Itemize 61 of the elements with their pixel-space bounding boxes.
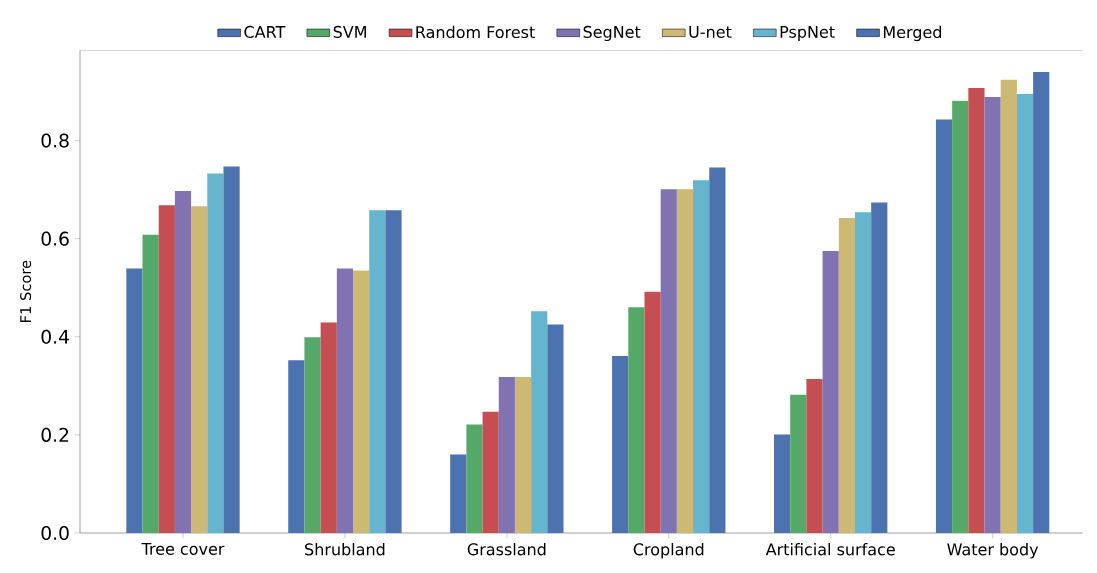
bar bbox=[385, 210, 402, 533]
bar bbox=[547, 324, 564, 533]
bar bbox=[968, 88, 985, 533]
bar bbox=[482, 411, 499, 533]
bar bbox=[531, 311, 548, 533]
x-tick-label: Shrubland bbox=[305, 543, 385, 556]
bar bbox=[952, 100, 969, 533]
legend-label: SVM bbox=[333, 25, 366, 38]
bar bbox=[1033, 71, 1050, 533]
bar bbox=[126, 268, 143, 533]
bar bbox=[871, 202, 888, 533]
bar bbox=[854, 212, 872, 533]
y-axis-title: F1 Score bbox=[20, 260, 32, 322]
bar bbox=[320, 322, 337, 533]
bar bbox=[174, 191, 192, 533]
legend-label: SegNet bbox=[583, 25, 641, 42]
bar bbox=[336, 268, 354, 533]
bar bbox=[514, 377, 532, 533]
bar bbox=[450, 454, 467, 533]
legend-label: CART bbox=[244, 25, 286, 38]
bar bbox=[304, 337, 321, 533]
bar bbox=[612, 355, 629, 533]
bar bbox=[466, 424, 483, 533]
bar bbox=[676, 189, 694, 533]
y-tick-label: 0.6 bbox=[41, 231, 69, 246]
legend-label: U-net bbox=[689, 25, 732, 38]
bar bbox=[1000, 79, 1017, 533]
bar bbox=[191, 206, 208, 533]
bar bbox=[628, 307, 645, 533]
bar bbox=[207, 173, 224, 533]
bar bbox=[288, 360, 305, 533]
legend-label: PspNet bbox=[780, 25, 835, 41]
bar bbox=[369, 210, 386, 533]
bar bbox=[709, 167, 726, 533]
bar bbox=[822, 250, 839, 533]
x-tick-label: Water body bbox=[947, 543, 1039, 559]
bar bbox=[693, 180, 710, 533]
y-tick-label: 0.8 bbox=[41, 133, 69, 148]
y-tick-label: 0.0 bbox=[41, 525, 69, 541]
bar bbox=[790, 394, 807, 533]
bar bbox=[806, 378, 823, 533]
bar bbox=[142, 234, 159, 533]
x-tick-label: Artificial surface bbox=[765, 543, 895, 556]
x-tick-label: Grassland bbox=[467, 543, 546, 556]
bar bbox=[498, 377, 515, 533]
bar bbox=[353, 270, 370, 533]
y-tick-label: 0.2 bbox=[41, 427, 69, 442]
legend-label: Random Forest bbox=[416, 25, 535, 39]
bar bbox=[984, 96, 1001, 533]
bar bbox=[935, 119, 953, 533]
x-tick-label: Tree cover bbox=[141, 543, 225, 555]
bar bbox=[1016, 93, 1034, 533]
y-tick-label: 0.4 bbox=[41, 329, 69, 344]
bar bbox=[644, 291, 661, 533]
x-tick-label: Cropland bbox=[633, 543, 704, 559]
bar bbox=[838, 218, 855, 533]
legend-label: Merged bbox=[883, 25, 942, 42]
bar bbox=[158, 205, 175, 533]
bar bbox=[774, 434, 791, 533]
bar bbox=[223, 166, 240, 533]
bar bbox=[660, 189, 677, 533]
